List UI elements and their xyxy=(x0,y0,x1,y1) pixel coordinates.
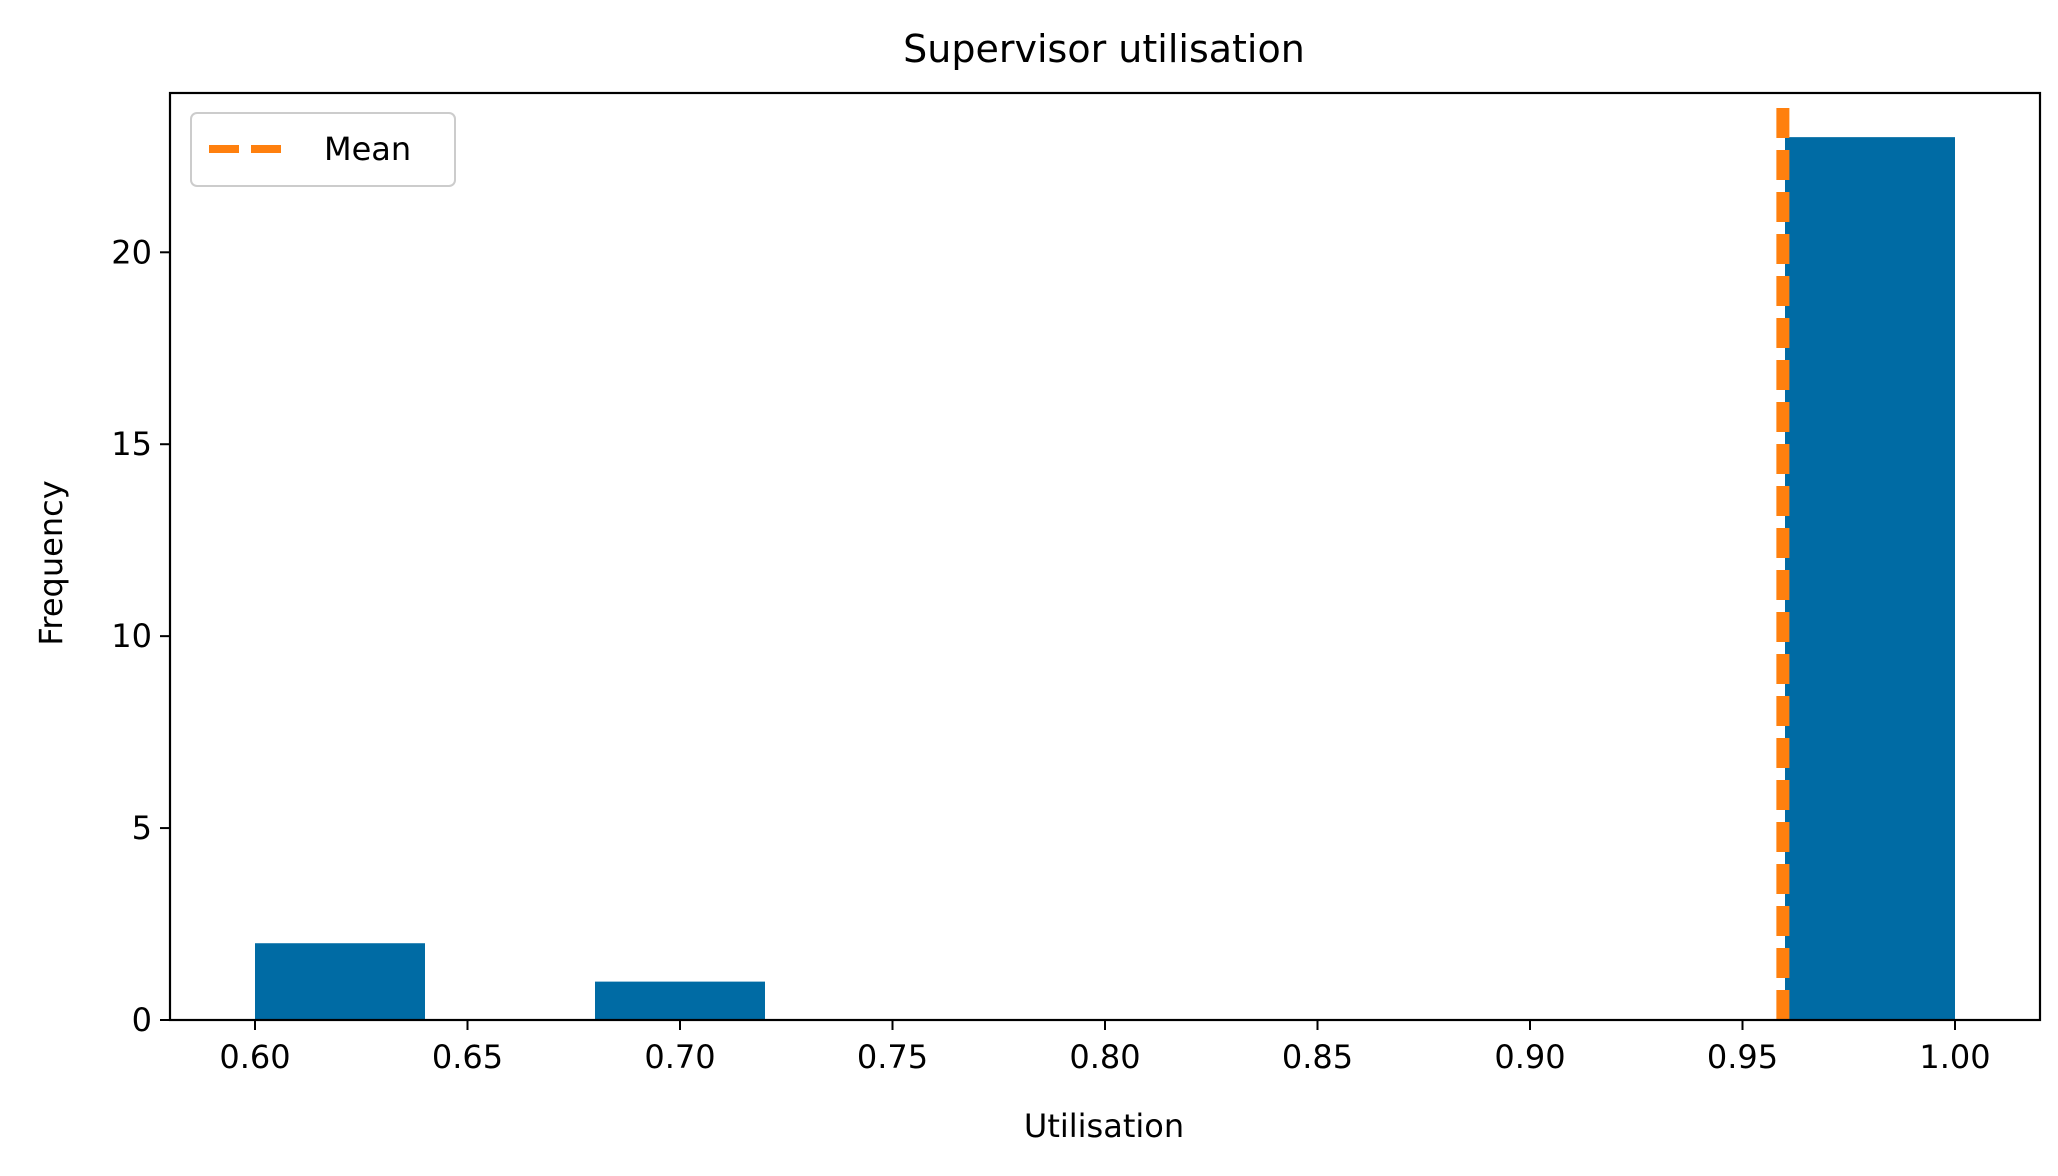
y-tick-label: 15 xyxy=(111,425,152,463)
y-axis-label: Frequency xyxy=(32,480,70,645)
chart-title: Supervisor utilisation xyxy=(903,27,1305,71)
histogram-bar-1 xyxy=(255,943,425,1020)
x-tick-label: 0.70 xyxy=(644,1038,715,1076)
x-axis-label: Utilisation xyxy=(1024,1107,1184,1145)
histogram-bar-3 xyxy=(1785,137,1955,1021)
y-tick-label: 20 xyxy=(111,233,152,271)
y-tick-label: 5 xyxy=(132,809,152,847)
x-axis-ticks: 0.60 0.65 0.70 0.75 0.80 0.85 0.90 0.95 1.00 xyxy=(219,1020,1991,1076)
x-tick-label: 0.75 xyxy=(857,1038,928,1076)
x-tick-label: 0.80 xyxy=(1069,1038,1140,1076)
bars-layer xyxy=(255,137,1955,1021)
x-tick-label: 0.95 xyxy=(1707,1038,1778,1076)
x-tick-label: 0.90 xyxy=(1494,1038,1565,1076)
y-tick-label: 0 xyxy=(132,1001,152,1039)
y-axis-ticks: 0 5 10 15 20 xyxy=(111,233,170,1039)
legend-box xyxy=(190,112,456,187)
x-tick-label: 0.60 xyxy=(219,1038,290,1076)
y-tick-label: 10 xyxy=(111,617,152,655)
x-tick-label: 0.65 xyxy=(432,1038,503,1076)
x-tick-label: 0.85 xyxy=(1282,1038,1353,1076)
legend: Mean xyxy=(190,112,456,187)
x-tick-label: 1.00 xyxy=(1919,1038,1990,1076)
legend-mean-label: Mean xyxy=(324,130,411,168)
histogram-bar-2 xyxy=(595,981,765,1020)
